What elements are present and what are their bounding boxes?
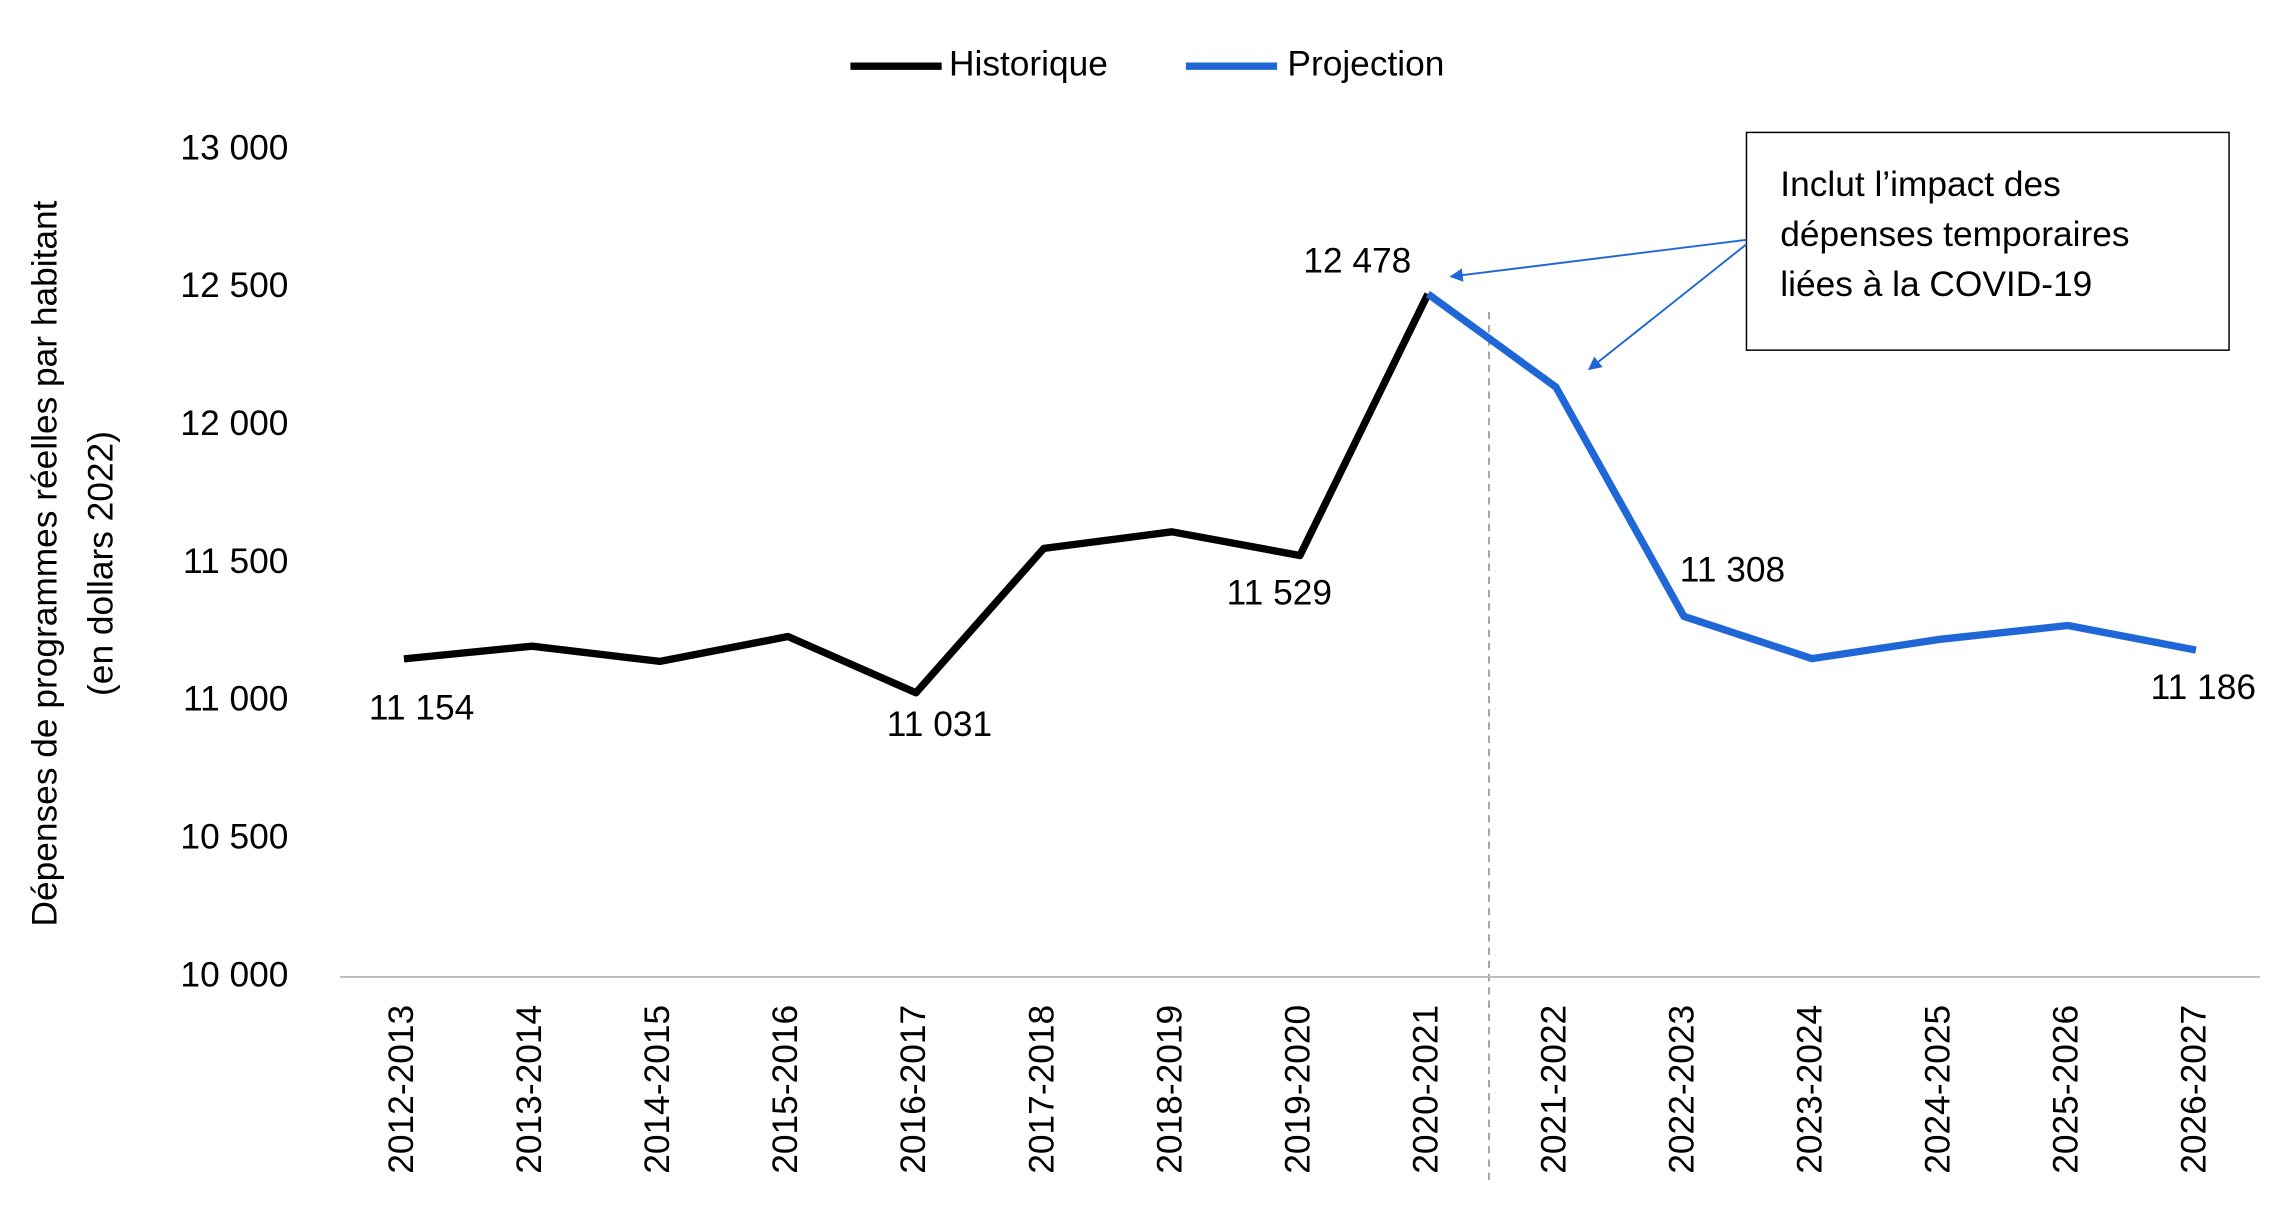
x-tick-label: 2018-2019 [1150,1005,1189,1174]
x-tick-label: 2017-2018 [1022,1005,1061,1174]
y-tick-label: 12 000 [180,404,288,443]
x-tick-label: 2016-2017 [894,1005,933,1174]
y-axis-label: (en dollars 2022) [81,431,120,696]
y-tick-label: 11 500 [183,542,288,581]
x-tick-label: 2025-2026 [2046,1005,2085,1174]
data-label: 11 308 [1680,551,1785,590]
data-label: 11 186 [2151,668,2256,707]
legend-label: Historique [949,45,1108,84]
x-tick-label: 2022-2023 [1662,1005,1701,1174]
x-tick-label: 2020-2021 [1406,1005,1445,1174]
annotation: liées à la COVID-19 [1780,265,2092,304]
x-tick-label: 2014-2015 [638,1005,677,1174]
y-tick-label: 10 500 [180,817,288,856]
y-axis-label: Dépenses de programmes réelles par habit… [25,200,64,926]
x-tick-label: 2013-2014 [510,1005,549,1174]
x-tick-label: 2019-2020 [1278,1005,1317,1174]
line [1425,290,2197,663]
y-tick-label: 11 000 [183,680,288,719]
x-tick-label: 2026-2027 [2174,1005,2213,1174]
data-label: 11 154 [369,689,474,728]
data-label: 11 529 [1227,574,1332,613]
x-tick-label: 2023-2024 [1790,1005,1829,1174]
y-tick-label: 13 000 [180,128,288,167]
x-tick-label: 2024-2025 [1918,1005,1957,1174]
arrow [1587,243,1748,371]
arrow [1449,238,1747,282]
annotation-box [1745,131,2230,351]
y-tick-label: 12 500 [180,266,288,305]
x-tick-label: 2015-2016 [766,1005,805,1174]
x-tick-label: 2021-2022 [1534,1005,1573,1174]
x-tick-label: 2012-2013 [382,1005,421,1174]
y-tick-label: 10 000 [180,955,288,994]
line [403,292,1432,697]
legend-label: Projection [1287,45,1444,84]
data-label: 12 478 [1303,241,1411,280]
annotation: Inclut l’impact des [1780,165,2061,204]
data-label: 11 031 [887,705,992,744]
annotation: dépenses temporaires [1780,215,2129,254]
